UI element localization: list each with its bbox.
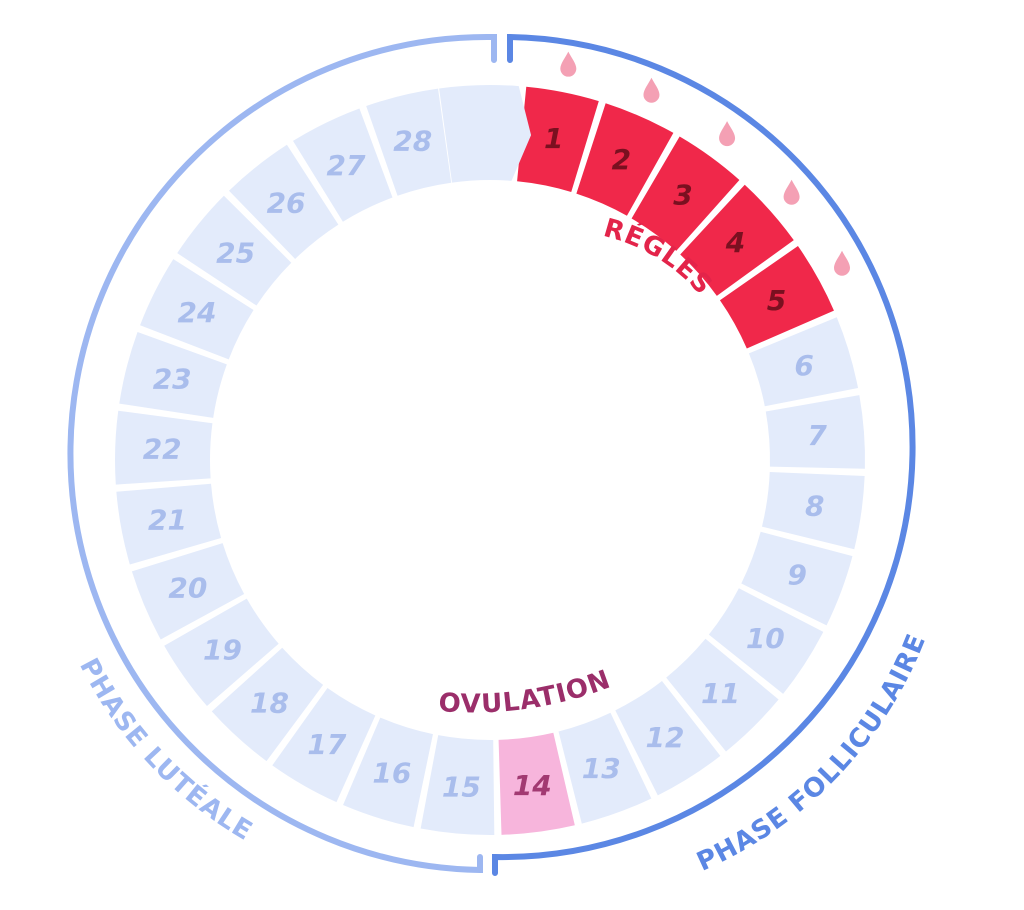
day-number-21: 21 [148, 503, 187, 536]
day-number-19: 19 [203, 633, 242, 666]
day-number-16: 16 [372, 756, 411, 789]
day-number-11: 11 [701, 677, 740, 710]
day-number-18: 18 [250, 686, 289, 719]
day-segment-15 [420, 735, 495, 836]
day-number-22: 22 [143, 433, 182, 466]
day-number-5: 5 [767, 284, 786, 317]
day-number-12: 12 [645, 721, 684, 754]
day-number-15: 15 [442, 770, 481, 803]
day-number-4: 4 [725, 226, 745, 259]
day-segment-5 [719, 246, 834, 349]
day-number-10: 10 [746, 622, 785, 655]
phase-arcs [67, 33, 916, 876]
day-segment-25 [177, 195, 292, 306]
day-segment-14 [498, 732, 575, 835]
day-segment-6 [748, 317, 859, 407]
day-segment-7 [765, 395, 866, 469]
blood-drop-icon [783, 179, 800, 205]
day-number-2: 2 [612, 143, 631, 176]
period-drops [560, 51, 850, 276]
day-number-27: 27 [327, 149, 366, 182]
day-number-9: 9 [787, 558, 806, 591]
luteal-phase-arc [67, 33, 497, 874]
day-segment-18 [211, 647, 324, 762]
ovulation-label: OVULATION [438, 665, 615, 720]
day-number-6: 6 [794, 349, 813, 382]
day-number-24: 24 [178, 296, 217, 329]
day-number-20: 20 [168, 571, 207, 604]
day-segment-9 [741, 531, 853, 626]
day-segment-16 [343, 717, 433, 828]
day-segments [115, 85, 866, 836]
day-number-28: 28 [393, 125, 432, 158]
day-segment-13 [558, 712, 652, 824]
arrow-chevron-icon [439, 85, 532, 183]
day-segment-21 [116, 483, 222, 565]
day-segment-11 [666, 638, 779, 752]
day-segment-20 [131, 543, 245, 640]
day-segment-22 [115, 410, 213, 485]
blood-drop-icon [719, 121, 736, 147]
day-number-13: 13 [582, 752, 621, 785]
day-segment-8 [761, 471, 865, 550]
follicular-phase-arc [492, 33, 916, 876]
day-segment-10 [708, 588, 824, 694]
day-number-1: 1 [544, 122, 563, 155]
day-number-23: 23 [153, 362, 192, 395]
day-number-3: 3 [673, 178, 692, 211]
blood-drop-icon [834, 250, 850, 276]
day-number-14: 14 [513, 769, 552, 802]
day-segment-27 [293, 108, 393, 222]
day-segment-28 [366, 88, 452, 196]
day-number-25: 25 [216, 236, 255, 269]
blood-drop-icon [560, 51, 577, 77]
day-segment-24 [140, 259, 254, 360]
day-number-8: 8 [805, 490, 824, 523]
day-segment-19 [164, 598, 279, 707]
day-segment-3 [631, 136, 740, 251]
day-segment-4 [680, 184, 794, 296]
day-segment-23 [119, 331, 227, 418]
day-segment-17 [272, 688, 376, 803]
day-number-26: 26 [267, 187, 306, 220]
day-segment-2 [576, 103, 674, 216]
day-segment-26 [229, 144, 339, 259]
blood-drop-icon [643, 77, 660, 103]
day-number-7: 7 [807, 419, 827, 452]
day-labels: 1234567891011121314151617181920212223242… [143, 122, 828, 804]
day-segment-1 [517, 86, 599, 193]
day-segment-12 [615, 680, 721, 796]
day-number-17: 17 [307, 728, 346, 761]
